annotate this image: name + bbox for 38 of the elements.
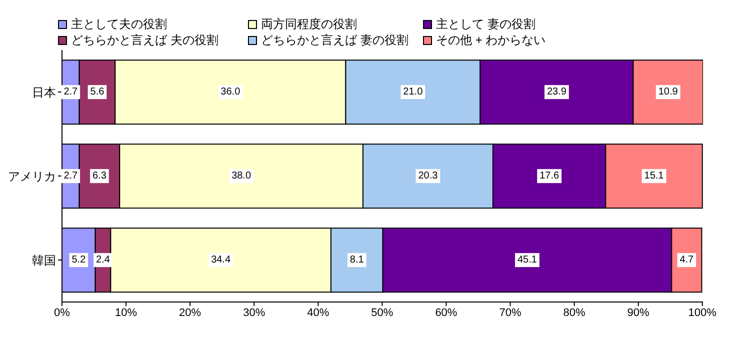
x-tick-label: 50% xyxy=(371,306,394,319)
data-label: 4.7 xyxy=(680,254,694,266)
data-label: 5.6 xyxy=(90,86,105,98)
data-label: 2.7 xyxy=(64,86,78,98)
x-tick-label: 90% xyxy=(627,306,650,319)
legend-label: どちらかと言えば 妻の役割 xyxy=(261,32,408,48)
data-label: 34.4 xyxy=(211,254,231,266)
x-tick-label: 30% xyxy=(243,306,266,319)
y-tick-label: 韓国 xyxy=(32,253,56,268)
data-label: 15.1 xyxy=(644,170,664,182)
data-label: 36.0 xyxy=(220,86,241,98)
x-tick-label: 100% xyxy=(688,306,717,319)
data-label: 2.4 xyxy=(96,254,110,266)
y-tick-label: アメリカ xyxy=(8,169,56,184)
x-tick-label: 20% xyxy=(179,306,202,319)
legend-label: その他 + わからない xyxy=(436,32,546,48)
legend-label: 主として夫の役割 xyxy=(71,16,167,32)
x-tick-label: 10% xyxy=(115,306,138,319)
legend-label: 主として 妻の役割 xyxy=(436,16,536,32)
x-tick-label: 60% xyxy=(435,306,458,319)
data-label: 17.6 xyxy=(540,170,560,182)
data-label: 45.1 xyxy=(517,254,538,266)
legend-label: 両方同程度の役割 xyxy=(261,16,357,32)
x-tick-label: 70% xyxy=(499,306,522,319)
data-label: 38.0 xyxy=(232,170,252,182)
x-tick-label: 0% xyxy=(54,306,70,319)
data-label: 5.2 xyxy=(72,254,86,266)
legend-label: どちらかと言えば 夫の役割 xyxy=(71,32,218,48)
y-tick-label: 日本 xyxy=(32,85,56,100)
data-label: 6.3 xyxy=(92,170,107,182)
x-tick-label: 80% xyxy=(563,306,586,319)
data-label: 8.1 xyxy=(350,254,364,266)
data-label: 21.0 xyxy=(403,86,424,98)
data-label: 20.3 xyxy=(418,170,438,182)
data-label: 23.9 xyxy=(546,86,567,98)
data-label: 10.9 xyxy=(658,86,678,98)
data-label: 2.7 xyxy=(64,170,78,182)
x-tick-label: 40% xyxy=(307,306,330,319)
